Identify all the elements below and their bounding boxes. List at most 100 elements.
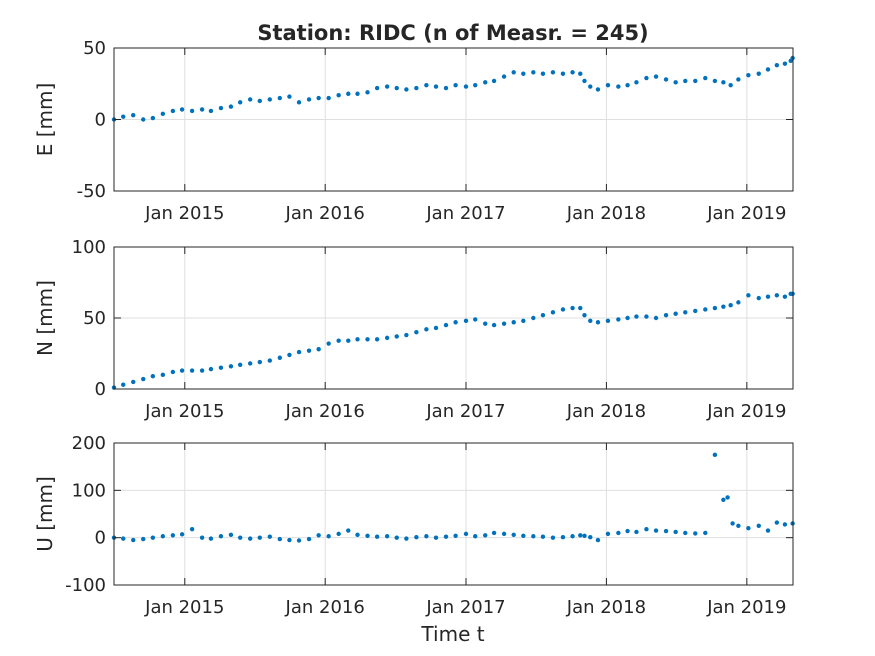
data-point — [346, 528, 351, 533]
data-point — [247, 97, 253, 102]
data-point — [355, 337, 360, 342]
data-point — [433, 325, 439, 331]
data-point — [703, 307, 708, 312]
data-point — [189, 368, 195, 373]
data-point — [746, 526, 751, 531]
data-point — [346, 338, 351, 343]
data-point — [218, 534, 224, 539]
data-point — [673, 311, 678, 316]
data-point — [404, 332, 409, 338]
data-point — [756, 71, 761, 76]
data-point — [653, 528, 659, 533]
data-point — [199, 368, 205, 373]
data-point — [644, 526, 649, 532]
data-point — [774, 62, 780, 68]
data-point — [277, 536, 283, 542]
x-tick-label: Jan 2017 — [425, 203, 505, 224]
data-point — [634, 314, 639, 319]
data-point — [287, 537, 292, 543]
y-tick-label: 0 — [95, 379, 106, 400]
data-point — [179, 368, 185, 373]
data-point — [491, 322, 497, 328]
data-point — [663, 312, 669, 318]
data-series — [111, 452, 795, 543]
y-tick-label: 0 — [95, 110, 106, 131]
data-point — [267, 358, 273, 363]
data-point — [765, 294, 771, 299]
data-point — [296, 100, 302, 105]
data-point — [365, 533, 370, 538]
data-point — [721, 80, 726, 85]
data-point — [453, 320, 458, 325]
data-point — [712, 78, 718, 84]
data-point — [160, 534, 166, 539]
data-point — [433, 535, 439, 540]
data-point — [644, 314, 649, 319]
data-point — [501, 321, 507, 326]
data-point — [756, 523, 761, 529]
data-point — [189, 526, 195, 532]
data-point — [721, 497, 726, 502]
data-point — [443, 85, 449, 91]
data-point — [336, 531, 341, 537]
data-point — [570, 70, 575, 75]
data-point — [131, 537, 136, 543]
y-tick-label: 50 — [83, 38, 106, 59]
data-point — [355, 91, 360, 96]
data-point — [782, 522, 788, 527]
data-point — [336, 338, 341, 343]
data-point — [394, 535, 399, 540]
data-point — [746, 293, 751, 298]
data-point — [277, 95, 283, 101]
data-point — [653, 315, 659, 321]
data-point — [208, 108, 214, 114]
data-point — [384, 84, 390, 89]
data-point — [247, 361, 253, 366]
data-point — [712, 452, 718, 458]
data-point — [550, 310, 556, 315]
data-point — [616, 84, 621, 89]
data-point — [578, 71, 583, 76]
data-point — [424, 327, 429, 332]
data-point — [237, 535, 243, 540]
data-point — [782, 294, 788, 299]
data-point — [374, 85, 380, 91]
data-point — [531, 315, 536, 321]
data-point — [414, 534, 419, 540]
data-point — [414, 330, 419, 335]
data-point — [463, 531, 469, 537]
y-axis-label: E [mm] — [33, 83, 57, 157]
data-point — [725, 495, 730, 500]
data-point — [365, 337, 370, 342]
data-point — [424, 82, 429, 88]
y-tick-label: -100 — [65, 575, 106, 596]
data-point — [782, 61, 788, 66]
data-point — [218, 365, 224, 370]
data-point — [703, 530, 708, 536]
data-point — [218, 105, 224, 111]
data-point — [287, 94, 292, 99]
data-point — [540, 312, 546, 318]
x-tick-label: Jan 2015 — [144, 203, 224, 224]
data-point — [170, 533, 176, 538]
data-point — [326, 95, 331, 101]
x-tick-label: Jan 2017 — [425, 597, 505, 618]
data-point — [346, 91, 351, 96]
x-tick-label: Jan 2018 — [566, 597, 646, 618]
data-point — [578, 533, 583, 538]
data-point — [141, 376, 146, 382]
data-point — [736, 523, 741, 529]
data-point — [316, 533, 321, 538]
data-point — [336, 92, 341, 98]
data-point — [208, 366, 214, 372]
data-point — [644, 75, 649, 81]
x-tick-label: Jan 2018 — [566, 203, 646, 224]
data-point — [625, 315, 630, 321]
data-point — [703, 75, 708, 81]
data-point — [765, 67, 771, 72]
x-tick-label: Jan 2015 — [144, 597, 224, 618]
data-point — [384, 335, 390, 341]
data-point — [121, 536, 126, 541]
data-point — [588, 84, 593, 89]
data-point — [160, 111, 166, 116]
